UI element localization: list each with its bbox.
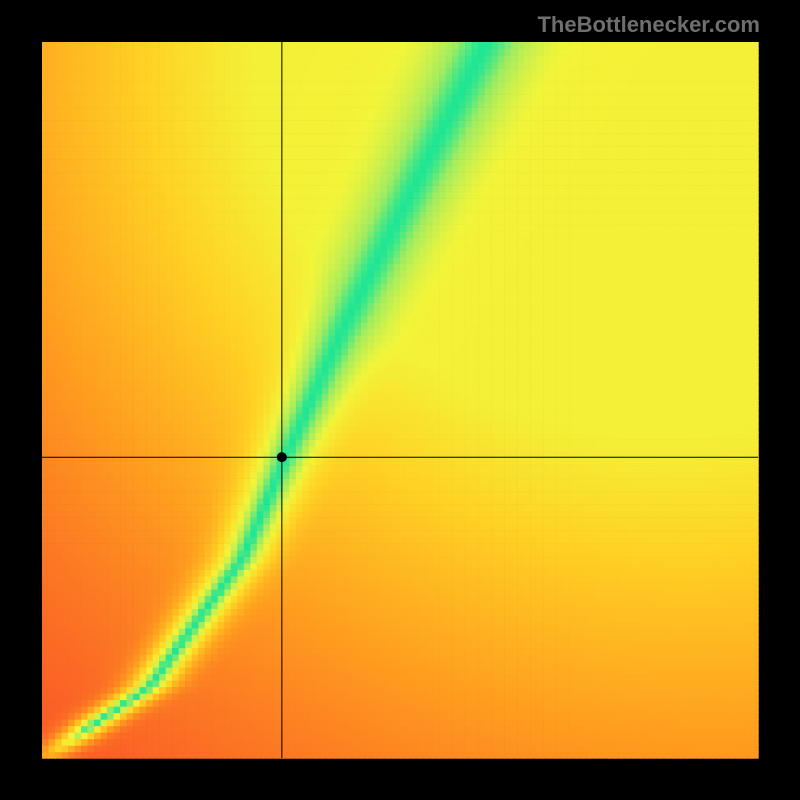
chart-container: TheBottlenecker.com [0,0,800,800]
bottleneck-heatmap [0,0,800,800]
watermark-text: TheBottlenecker.com [537,12,760,38]
